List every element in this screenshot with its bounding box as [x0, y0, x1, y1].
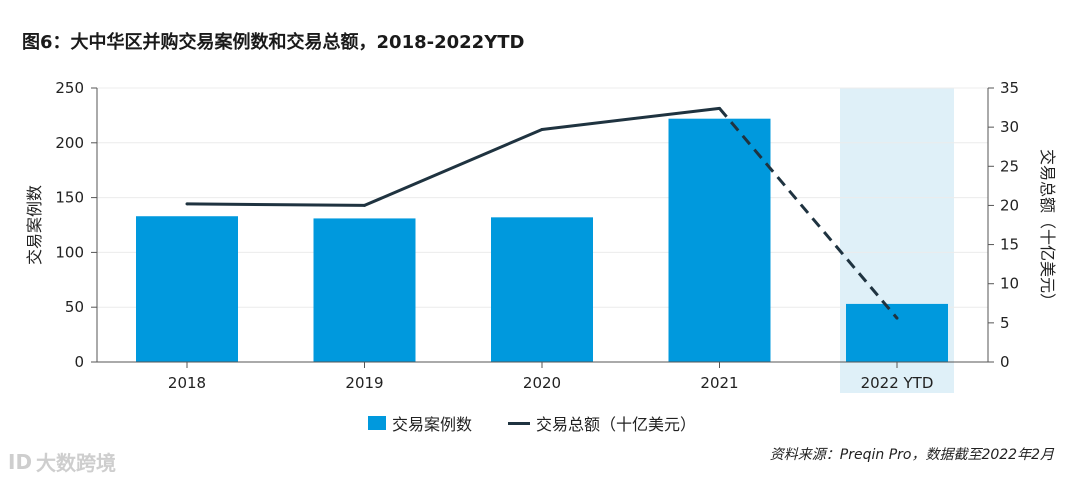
- x-tick-label: 2019: [345, 374, 383, 392]
- line-point-2021: [718, 106, 721, 110]
- bar-2019: [313, 218, 416, 362]
- axes-layer: [91, 87, 994, 368]
- line-point-2019: [363, 203, 366, 207]
- y-tick-label-left: 50: [65, 298, 84, 316]
- bar-2020: [491, 217, 593, 362]
- x-tick-label: 2020: [523, 374, 561, 392]
- y-tick-label-right: 20: [1000, 196, 1019, 214]
- y-tick-label-left: 0: [74, 353, 84, 371]
- bar-2018: [136, 216, 238, 362]
- y-tick-label-right: 15: [1000, 236, 1019, 254]
- x-tick-label: 2022 YTD: [861, 374, 934, 392]
- line-layer: [185, 106, 899, 320]
- legend-label-bar: 交易案例数: [392, 415, 473, 434]
- legend-item-bar: 交易案例数: [368, 411, 472, 435]
- y-tick-label-right: 30: [1000, 118, 1019, 136]
- bar-2021: [668, 118, 771, 362]
- chart-title: 图6：大中华区并购交易案例数和交易总额，2018-2022YTD: [22, 32, 525, 53]
- y-tick-label-left: 200: [55, 134, 84, 152]
- y-axis-left-title: 交易案例数: [25, 185, 44, 265]
- legend-swatch-line: [508, 421, 531, 425]
- line-series-solid: [186, 106, 720, 207]
- y-tick-label-right: 25: [1000, 157, 1019, 175]
- legend-item-line: 交易总额（十亿美元）: [508, 411, 696, 435]
- line-point-2020: [540, 127, 544, 131]
- x-tick-label: 2021: [700, 374, 738, 392]
- y-tick-label-right: 0: [1000, 353, 1010, 371]
- x-tick-label: 2018: [168, 374, 206, 392]
- bar-2022 YTD: [846, 303, 948, 362]
- watermark: ID 大数跨境: [8, 447, 116, 476]
- legend-label-line: 交易总额（十亿美元）: [536, 415, 697, 434]
- line-point-2018: [185, 202, 189, 206]
- y-tick-label-left: 100: [55, 243, 84, 261]
- y-tick-label-right: 35: [1000, 79, 1019, 97]
- line-series-dashed: [718, 107, 899, 320]
- bars-layer: [136, 118, 948, 362]
- y-tick-label-left: 150: [55, 189, 84, 207]
- line-point-2022 YTD: [895, 316, 899, 320]
- watermark-text: 大数跨境: [36, 451, 117, 475]
- legend-swatch-bar: [368, 416, 386, 430]
- y-tick-label-right: 5: [1000, 314, 1010, 332]
- labels-layer: 0 50 100 150 200 250 0 5 10 15 20 25 30 35 2018 2019 202…: [25, 79, 1057, 392]
- legend: 交易案例数 交易总额（十亿美元）: [368, 411, 732, 435]
- y-axis-right-title: 交易总额（十亿美元）: [1038, 149, 1057, 309]
- watermark-logo-icon: ID: [8, 449, 33, 474]
- source-note: 资料来源：Preqin Pro，数据截至2022年2月: [769, 447, 1054, 463]
- y-tick-label-right: 10: [1000, 275, 1019, 293]
- y-tick-label-left: 250: [55, 79, 84, 97]
